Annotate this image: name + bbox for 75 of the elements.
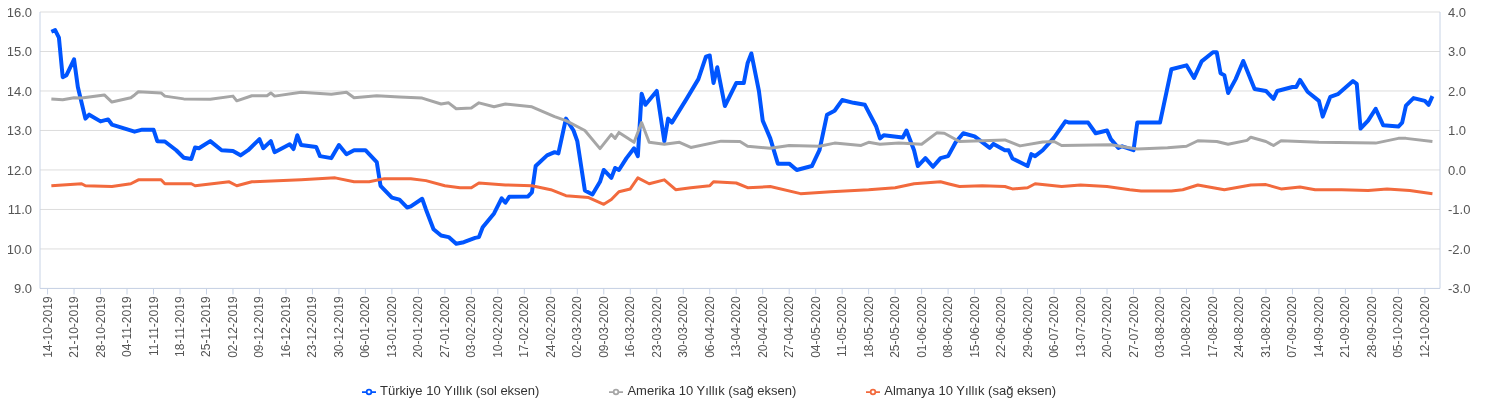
- x-tick-label: 28-10-2019: [93, 296, 108, 358]
- x-tick-label: 10-02-2020: [490, 296, 505, 358]
- x-tick-label: 04-11-2019: [120, 296, 135, 357]
- x-tick-label: 24-02-2020: [543, 296, 558, 358]
- x-tick-label: 21-10-2019: [67, 296, 82, 358]
- x-tick-label: 27-07-2020: [1126, 296, 1141, 358]
- x-tick-label: 13-04-2020: [729, 296, 744, 358]
- x-tick-label: 17-08-2020: [1205, 296, 1220, 358]
- y2-tick-label: -1.0: [1448, 202, 1471, 218]
- y2-tick-label: -2.0: [1448, 241, 1471, 257]
- x-tick-label: 23-03-2020: [649, 296, 664, 358]
- y-tick-label: 11.0: [7, 202, 32, 218]
- x-tick-label: 03-08-2020: [1153, 296, 1167, 358]
- x-tick-label: 13-07-2020: [1073, 296, 1088, 358]
- x-tick-label: 20-01-2020: [411, 296, 426, 358]
- x-tick-label: 21-09-2020: [1338, 296, 1353, 358]
- line-series: [49, 176, 1434, 206]
- y2-tick-label: -3.0: [1448, 281, 1471, 297]
- x-tick-label: 02-03-2020: [570, 296, 585, 358]
- y-tick-label: 16.0: [6, 4, 32, 20]
- y-tick-label: 9.0: [13, 281, 32, 297]
- x-tick-label: 15-06-2020: [967, 296, 982, 358]
- y2-tick-label: 0.0: [1448, 162, 1467, 178]
- x-tick-label: 29-06-2020: [1020, 296, 1035, 358]
- x-tick-label: 06-04-2020: [702, 296, 717, 358]
- x-tick-label: 11-05-2020: [835, 296, 850, 357]
- x-tick-label: 14-10-2019: [40, 296, 55, 358]
- legend-label: Almanya 10 Yıllık (sağ eksen): [884, 383, 1056, 399]
- x-tick-label: 25-05-2020: [888, 296, 903, 358]
- y2-tick-label: 2.0: [1448, 83, 1467, 99]
- x-tick-label: 06-07-2020: [1047, 296, 1062, 358]
- x-tick-label: 30-03-2020: [676, 296, 691, 358]
- x-tick-label: 01-06-2020: [914, 296, 929, 358]
- y-tick-label: 14.0: [6, 83, 32, 99]
- x-tick-label: 18-05-2020: [861, 296, 876, 358]
- x-tick-label: 02-12-2019: [225, 296, 240, 358]
- y-tick-label: 10.0: [6, 241, 32, 257]
- x-tick-label: 05-10-2020: [1391, 296, 1406, 358]
- x-tick-label: 30-12-2019: [331, 296, 346, 358]
- x-tick-label: 20-04-2020: [755, 296, 770, 358]
- x-tick-label: 06-01-2020: [358, 296, 373, 358]
- x-tick-label: 20-07-2020: [1100, 296, 1115, 358]
- line-series: [49, 28, 1435, 246]
- x-tick-label: 18-11-2019: [173, 296, 187, 357]
- line-series: [49, 90, 1434, 151]
- x-tick-label: 23-12-2019: [305, 296, 320, 358]
- y2-tick-label: 1.0: [1448, 123, 1467, 139]
- x-tick-label: 16-12-2019: [278, 296, 293, 358]
- x-tick-label: 16-03-2020: [623, 296, 638, 358]
- legend-label: Amerika 10 Yıllık (sağ eksen): [627, 383, 797, 399]
- x-tick-label: 11-11-2019: [146, 296, 161, 357]
- x-tick-label: 31-08-2020: [1258, 296, 1273, 358]
- x-tick-label: 09-03-2020: [596, 296, 611, 358]
- y2-tick-label: 4.0: [1448, 4, 1467, 20]
- x-tick-label: 14-09-2020: [1311, 296, 1326, 358]
- x-tick-label: 13-01-2020: [384, 296, 399, 358]
- x-tick-label: 08-06-2020: [941, 296, 956, 358]
- x-tick-label: 10-08-2020: [1179, 296, 1194, 358]
- x-tick-label: 04-05-2020: [808, 296, 823, 358]
- x-tick-label: 27-01-2020: [437, 296, 452, 358]
- y-tick-label: 13.0: [6, 123, 32, 139]
- x-tick-label: 24-08-2020: [1232, 296, 1247, 358]
- x-tick-label: 12-10-2020: [1417, 296, 1432, 358]
- y-tick-label: 15.0: [6, 44, 32, 60]
- legend-label: Türkiye 10 Yıllık (sol eksen): [379, 383, 540, 399]
- x-tick-label: 09-12-2019: [252, 296, 267, 358]
- x-tick-label: 22-06-2020: [994, 296, 1009, 358]
- x-tick-label: 07-09-2020: [1285, 296, 1300, 358]
- y2-tick-label: 3.0: [1448, 44, 1467, 60]
- x-tick-label: 27-04-2020: [782, 296, 797, 358]
- x-tick-label: 28-09-2020: [1364, 296, 1379, 358]
- y-tick-label: 12.0: [6, 162, 32, 178]
- x-tick-label: 03-02-2020: [464, 296, 479, 358]
- x-tick-label: 25-11-2019: [199, 296, 214, 357]
- x-tick-label: 17-02-2020: [517, 296, 532, 358]
